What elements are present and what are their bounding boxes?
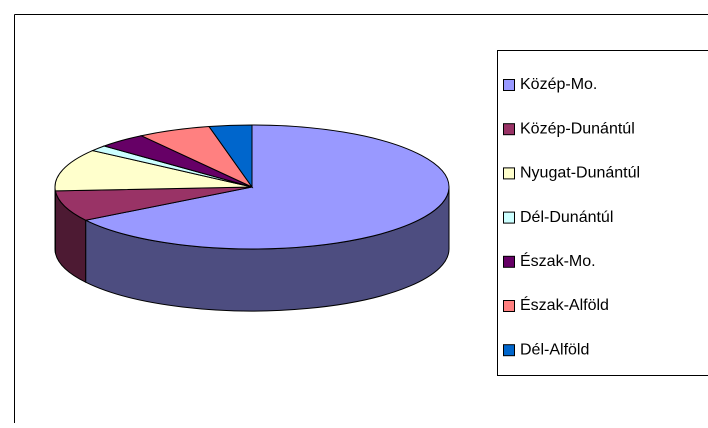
legend-label: Észak-Alföld — [520, 295, 609, 314]
legend-swatch — [504, 301, 515, 312]
legend-swatch — [504, 80, 515, 91]
legend-label: Észak-Mo. — [520, 251, 596, 270]
legend-label: Dél-Dunántúl — [520, 209, 613, 226]
legend-swatch — [504, 256, 515, 267]
legend-label: Közép-Mo. — [520, 76, 597, 93]
legend-swatch — [504, 168, 515, 179]
legend-label: Dél-Alföld — [520, 341, 589, 358]
legend-label: Közép-Dunántúl — [520, 120, 635, 137]
legend-swatch — [504, 124, 515, 135]
legend-label: Nyugat-Dunántúl — [520, 165, 640, 182]
legend-swatch — [504, 212, 515, 223]
legend-swatch — [504, 345, 515, 356]
